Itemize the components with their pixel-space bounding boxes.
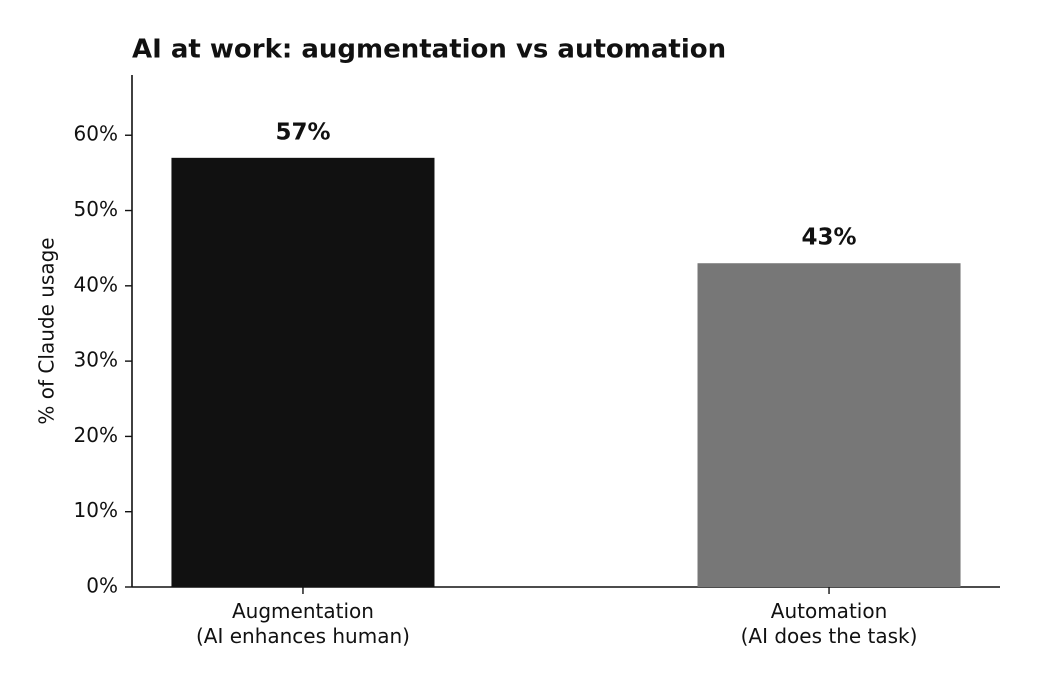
y-tick-label: 20% <box>74 423 118 447</box>
y-axis-label: % of Claude usage <box>35 237 59 424</box>
y-tick-label: 0% <box>86 574 118 598</box>
y-tick-label: 30% <box>74 348 118 372</box>
x-tick-label: Automation (AI does the task) <box>740 599 918 648</box>
y-tick-label: 50% <box>74 197 118 221</box>
value-label: 57% <box>275 119 330 145</box>
y-tick-label: 40% <box>74 272 118 296</box>
chart-title: AI at work: augmentation vs automation <box>132 35 726 65</box>
y-tick-label: 10% <box>74 498 118 522</box>
y-tick-label: 60% <box>74 122 118 146</box>
bar <box>697 263 961 587</box>
value-label: 43% <box>801 225 856 251</box>
x-tick-label: Augmentation (AI enhances human) <box>195 599 410 648</box>
bar <box>171 157 435 587</box>
